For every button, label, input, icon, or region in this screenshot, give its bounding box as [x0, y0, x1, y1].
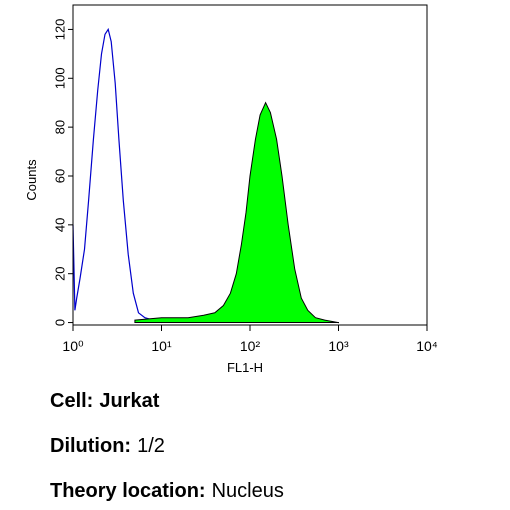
y-tick-label: 100	[52, 67, 67, 89]
info-row: Cell: Jurkat	[50, 390, 165, 413]
info-row: Theory location: Nucleus	[50, 480, 284, 503]
y-tick-label: 120	[52, 19, 67, 41]
y-tick-label: 20	[52, 266, 67, 280]
histogram-line	[72, 27, 162, 324]
y-tick-label: 40	[52, 218, 67, 232]
y-axis-label: Counts	[24, 159, 39, 201]
info-label: Dilution:	[50, 435, 132, 457]
y-tick-label: 80	[52, 120, 67, 134]
x-tick-label: 10²	[240, 338, 261, 354]
x-axis-label: FL1-H	[227, 360, 263, 375]
info-label: Cell:	[50, 390, 94, 412]
info-value: 1/2	[137, 435, 165, 457]
info-value: Nucleus	[211, 480, 284, 502]
x-tick-label: 10⁴	[416, 338, 438, 354]
y-tick-label: 60	[52, 169, 67, 183]
x-tick-label: 10³	[328, 338, 349, 354]
chart: FL1-H Counts 0 20 40 60 80 100 120 10⁰ 10¹ 10² 10³…	[24, 4, 438, 375]
info-row: Dilution: 1/2	[50, 435, 165, 458]
info-label: Theory location:	[50, 480, 206, 502]
histogram-area	[134, 101, 339, 324]
y-tick-label: 0	[52, 319, 67, 326]
x-tick-label: 10¹	[151, 338, 172, 354]
info-value: Jurkat	[99, 390, 160, 412]
x-tick-label: 10⁰	[62, 338, 84, 354]
